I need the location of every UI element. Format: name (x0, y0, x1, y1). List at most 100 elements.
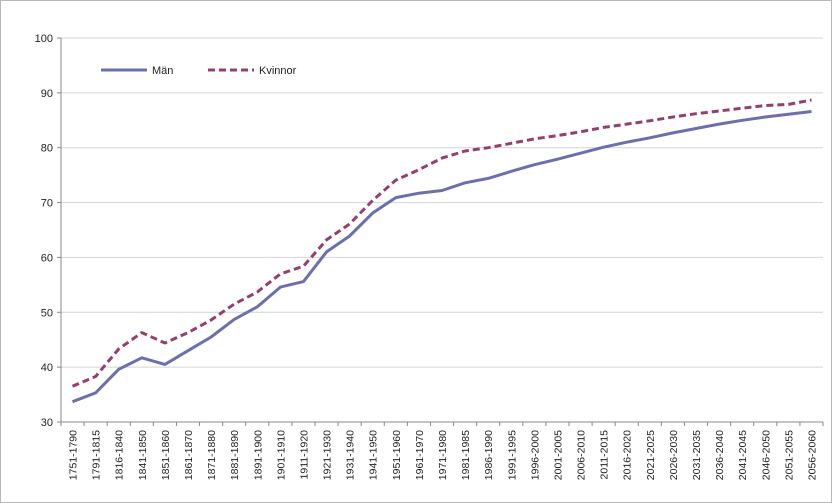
data-point-kvinnor-14 (394, 178, 398, 182)
data-point-män-32 (809, 110, 813, 114)
y-tick-label-90: 90 (41, 88, 53, 100)
data-point-män-8 (255, 305, 259, 309)
data-point-kvinnor-28 (717, 109, 721, 113)
data-point-kvinnor-1 (94, 374, 98, 378)
x-tick-label-1981-1985: 1981-1985 (460, 430, 472, 480)
x-tick-label-1951-1960: 1951-1960 (391, 430, 403, 480)
data-point-män-24 (625, 140, 629, 144)
x-tick-label-2031-2035: 2031-2035 (691, 430, 703, 480)
data-point-män-16 (440, 189, 444, 193)
data-point-kvinnor-32 (809, 98, 813, 102)
x-tick-label-1841-1850: 1841-1850 (137, 430, 149, 480)
x-tick-label-2041-2045: 2041-2045 (737, 430, 749, 480)
data-point-kvinnor-20 (532, 137, 536, 141)
legend: Män Kvinnor (101, 65, 297, 77)
legend-label-kvinnor: Kvinnor (259, 65, 297, 77)
x-tick-label-1941-1950: 1941-1950 (368, 430, 380, 480)
data-point-män-2 (117, 367, 121, 371)
grid-lines (61, 37, 823, 368)
data-point-män-11 (325, 250, 329, 254)
data-point-kvinnor-4 (163, 341, 167, 345)
data-point-män-17 (463, 181, 467, 185)
x-tick-label-1971-1980: 1971-1980 (437, 430, 449, 480)
x-tick-label-2021-2025: 2021-2025 (645, 430, 657, 480)
data-point-kvinnor-10 (301, 264, 305, 268)
y-tick-label-40: 40 (41, 362, 53, 374)
y-tick-label-30: 30 (41, 417, 53, 429)
data-point-män-3 (140, 356, 144, 360)
data-point-kvinnor-9 (278, 272, 282, 276)
data-point-män-19 (509, 169, 513, 173)
y-tick-label-100: 100 (35, 33, 53, 45)
series-lines (71, 98, 813, 404)
data-point-kvinnor-30 (763, 103, 767, 107)
data-point-män-12 (348, 234, 352, 238)
data-point-män-28 (717, 122, 721, 126)
data-point-kvinnor-0 (71, 384, 75, 388)
x-tick-label-1791-1815: 1791-1815 (91, 430, 103, 480)
data-point-män-26 (671, 131, 675, 135)
data-point-kvinnor-6 (209, 318, 213, 322)
data-point-män-21 (555, 157, 559, 161)
x-tick-label-1871-1880: 1871-1880 (206, 430, 218, 480)
data-point-män-27 (694, 127, 698, 131)
x-tick-label-1931-1940: 1931-1940 (345, 430, 357, 480)
y-tick-label-70: 70 (41, 198, 53, 210)
data-point-kvinnor-26 (671, 115, 675, 119)
x-tick-label-2006-2010: 2006-2010 (576, 430, 588, 480)
x-tick-label-1851-1860: 1851-1860 (160, 430, 172, 480)
data-point-män-7 (232, 317, 236, 321)
data-point-män-9 (278, 285, 282, 289)
y-tick-label-50: 50 (41, 307, 53, 319)
x-tick-label-1991-1995: 1991-1995 (506, 430, 518, 480)
x-tick-label-1921-1930: 1921-1930 (322, 430, 334, 480)
data-point-män-15 (417, 191, 421, 195)
x-tick-label-2011-2015: 2011-2015 (599, 430, 611, 480)
data-point-kvinnor-29 (740, 106, 744, 110)
data-point-kvinnor-17 (463, 149, 467, 153)
x-tick-label-2056-2060: 2056-2060 (806, 430, 818, 480)
x-tick-label-2046-2050: 2046-2050 (760, 430, 772, 480)
y-tick-label-80: 80 (41, 143, 53, 155)
data-point-män-23 (602, 145, 606, 149)
data-point-kvinnor-24 (625, 122, 629, 126)
data-point-kvinnor-23 (602, 125, 606, 129)
data-point-kvinnor-7 (232, 302, 236, 306)
data-point-män-30 (763, 115, 767, 119)
data-point-män-29 (740, 118, 744, 122)
x-tick-label-1891-1900: 1891-1900 (252, 430, 264, 480)
x-tick-label-2036-2040: 2036-2040 (714, 430, 726, 480)
data-point-kvinnor-11 (325, 238, 329, 242)
data-point-män-13 (371, 211, 375, 215)
x-tick-label-2026-2030: 2026-2030 (668, 430, 680, 480)
data-point-män-31 (786, 112, 790, 116)
x-tick-label-2016-2020: 2016-2020 (622, 430, 634, 480)
data-point-kvinnor-31 (786, 102, 790, 106)
data-point-kvinnor-5 (186, 331, 190, 335)
data-point-män-20 (532, 163, 536, 167)
data-point-kvinnor-8 (255, 290, 259, 294)
data-point-kvinnor-27 (694, 112, 698, 116)
data-point-kvinnor-15 (417, 168, 421, 172)
series-line-män (71, 110, 812, 404)
data-point-kvinnor-25 (648, 119, 652, 123)
axes: 30 40 50 60 70 80 90 100 1751-1790 1791-1815 1816-… (35, 33, 824, 480)
data-point-kvinnor-18 (486, 146, 490, 150)
data-point-män-0 (71, 400, 75, 404)
x-tick-label-1816-1840: 1816-1840 (114, 430, 126, 480)
data-point-kvinnor-21 (555, 134, 559, 138)
data-point-män-14 (394, 196, 398, 200)
x-tick-label-2001-2005: 2001-2005 (552, 430, 564, 480)
x-tick-label-1986-1990: 1986-1990 (483, 430, 495, 480)
x-tick-label-1911-1920: 1911-1920 (298, 430, 310, 480)
data-point-män-18 (486, 176, 490, 180)
data-point-män-25 (648, 136, 652, 140)
data-point-kvinnor-22 (579, 130, 583, 134)
x-tick-label-1996-2000: 1996-2000 (529, 430, 541, 480)
data-point-kvinnor-3 (140, 331, 144, 335)
x-tick-label-2051-2055: 2051-2055 (783, 430, 795, 480)
data-point-kvinnor-19 (509, 141, 513, 145)
legend-label-män: Män (152, 65, 173, 77)
